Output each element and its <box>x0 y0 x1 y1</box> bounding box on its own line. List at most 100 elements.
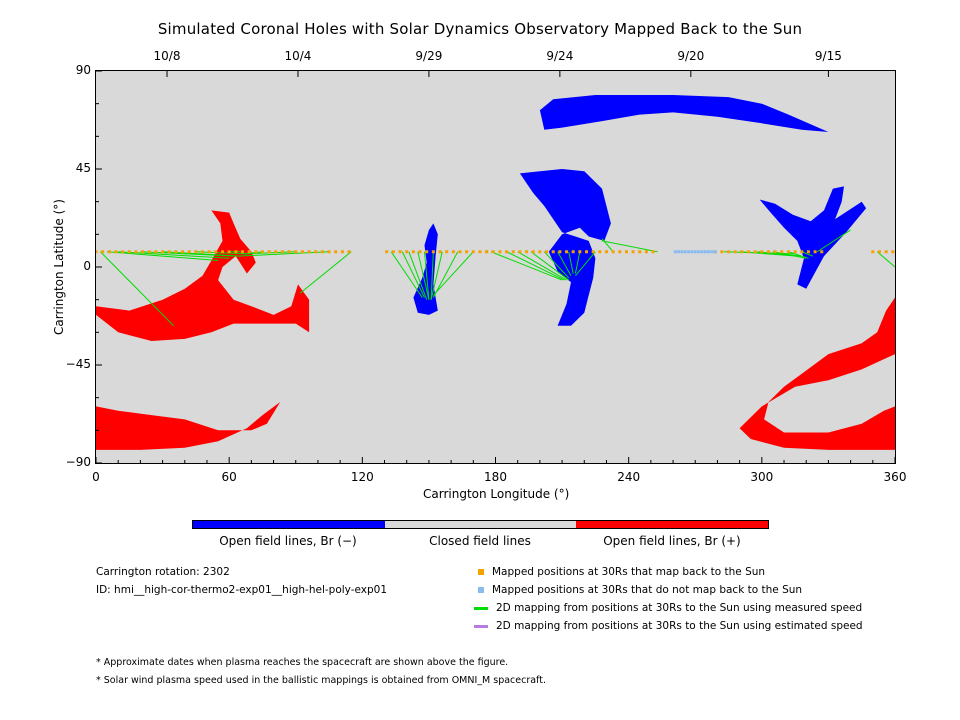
coronal-holes-layer <box>96 95 895 450</box>
mapped-point <box>431 250 435 254</box>
mapped-point <box>194 250 198 254</box>
mapped-point <box>320 250 324 254</box>
mapped-point <box>891 250 895 254</box>
mapping-line <box>575 251 596 277</box>
mapped-point <box>314 250 318 254</box>
mapping-line <box>506 251 565 281</box>
mapping-line <box>601 240 658 253</box>
mapping-line <box>757 251 802 257</box>
mapped-point <box>234 250 238 254</box>
mapping-line <box>432 251 459 298</box>
mapped-point <box>551 250 555 254</box>
mapped-point <box>638 250 642 254</box>
mapped-point <box>766 250 770 254</box>
legend-not-mapped: Mapped positions at 30Rs that do not map… <box>478 584 802 596</box>
mapped-point <box>538 250 542 254</box>
mapped-point <box>127 250 131 254</box>
mapped-point <box>498 250 502 254</box>
mapped-point <box>96 250 98 254</box>
mapping-line <box>107 251 219 261</box>
mapped-point <box>385 250 389 254</box>
mapping-line <box>299 251 352 294</box>
colorbar-label-positive: Open field lines, Br (+) <box>603 534 741 548</box>
legend-not-mapped-label: Mapped positions at 30Rs that do not map… <box>492 584 803 596</box>
mapped-point <box>478 250 482 254</box>
mapped-point <box>753 250 757 254</box>
mapped-point <box>214 250 218 254</box>
carrington-rotation: Carrington rotation: 2302 <box>96 566 230 578</box>
coronal-hole-eastern <box>759 186 867 289</box>
mapped-point <box>411 250 415 254</box>
mapped-point <box>107 250 111 254</box>
note-speed: * Solar wind plasma speed used in the ba… <box>96 675 546 686</box>
top-date-label: 9/29 <box>415 49 443 63</box>
unmapped-point <box>713 250 717 254</box>
mapping-line <box>430 251 434 300</box>
mapped-point <box>280 250 284 254</box>
x-tick-label: 60 <box>221 470 237 484</box>
mapped-point <box>545 250 549 254</box>
mapped-point <box>187 250 191 254</box>
mapped-point <box>418 250 422 254</box>
mapping-line <box>543 251 570 279</box>
y-tick-label: 90 <box>75 63 91 77</box>
mapping-line <box>432 251 474 296</box>
mapped-point <box>161 250 165 254</box>
unmapped-point <box>703 250 707 254</box>
mapped-point <box>201 250 205 254</box>
mapping-line <box>100 251 175 327</box>
mapped-point <box>806 250 810 254</box>
mapped-point <box>531 250 535 254</box>
mapping-line <box>430 251 443 300</box>
y-tick-label: 45 <box>75 161 91 175</box>
mapped-point <box>571 250 575 254</box>
mapped-point <box>398 250 402 254</box>
axis-ticks-layer <box>95 70 896 464</box>
unmapped-point <box>687 250 691 254</box>
coronal-hole-central <box>519 169 611 326</box>
unmapped-point <box>683 250 687 254</box>
mapped-point <box>727 250 731 254</box>
mapped-point <box>565 250 569 254</box>
unmapped-point <box>710 250 714 254</box>
top-date-label: 9/15 <box>814 49 842 63</box>
mapping-line <box>788 251 809 259</box>
mapping-line <box>238 251 330 257</box>
mapped-point <box>167 250 171 254</box>
mapping-line <box>390 251 423 298</box>
mapped-point <box>347 250 351 254</box>
chart-title: Simulated Coronal Holes with Solar Dynam… <box>157 20 803 38</box>
mapped-point <box>780 250 784 254</box>
mapped-point <box>445 250 449 254</box>
mapped-point <box>511 250 515 254</box>
mapping-line <box>568 251 574 274</box>
unmapped-point <box>693 250 697 254</box>
mapped-point <box>287 250 291 254</box>
mapped-point <box>391 250 395 254</box>
mapped-point <box>747 250 751 254</box>
mapped-point <box>611 250 615 254</box>
mapped-point <box>254 250 258 254</box>
mapped-point <box>624 250 628 254</box>
x-tick-label: 0 <box>92 470 100 484</box>
mapped-point <box>578 250 582 254</box>
mapped-point <box>813 250 817 254</box>
colorbar-open-negative <box>193 521 385 528</box>
coronal-hole-western <box>96 210 310 341</box>
top-date-label: 10/8 <box>153 49 181 63</box>
top-date-label: 9/20 <box>677 49 705 63</box>
x-tick-label: 180 <box>484 470 507 484</box>
mapped-point <box>267 250 271 254</box>
x-tick-label: 360 <box>883 470 907 484</box>
mapping-line <box>517 251 567 281</box>
mapping-lines-layer <box>100 229 895 327</box>
mapped-point <box>584 250 588 254</box>
unmapped-point <box>680 250 684 254</box>
colorbar <box>192 520 769 529</box>
mapping-line <box>417 251 430 300</box>
mapped-point <box>294 250 298 254</box>
unmapped-point <box>690 250 694 254</box>
mapping-line <box>801 251 814 257</box>
mapped-point <box>438 250 442 254</box>
